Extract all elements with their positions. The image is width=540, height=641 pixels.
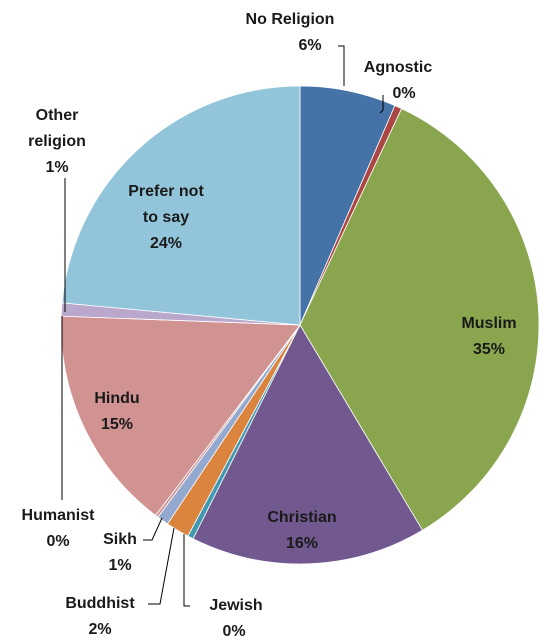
label-humanist-name: Humanist: [22, 507, 96, 524]
label-other-religion-value: 1%: [45, 159, 68, 176]
label-other-religion-name: Other: [36, 107, 79, 124]
leader-line-jewish: [183, 534, 190, 607]
slice-prefer-not-to-say: [61, 85, 301, 326]
label-sikh-name: Sikh: [103, 531, 137, 548]
label-hindu-name: Hindu: [94, 390, 139, 407]
label-buddhist-value: 2%: [88, 621, 111, 638]
slice-hindu: [60, 315, 301, 516]
label-other-religion-name: religion: [28, 133, 86, 150]
label-muslim-value: 35%: [473, 341, 505, 358]
label-prefer-not-to-say-name: to say: [143, 209, 189, 226]
leader-line-no-religion: [338, 45, 345, 86]
leader-line-buddhist: [148, 527, 175, 605]
label-muslim-name: Muslim: [461, 315, 516, 332]
label-agnostic-name: Agnostic: [364, 59, 433, 76]
label-prefer-not-to-say-name: Prefer not: [128, 183, 204, 200]
label-hindu-value: 15%: [101, 416, 133, 433]
leader-line-sikh: [143, 517, 163, 541]
label-jewish-name: Jewish: [209, 597, 262, 614]
label-sikh-value: 1%: [108, 557, 131, 574]
label-prefer-not-to-say-value: 24%: [150, 235, 182, 252]
label-christian-name: Christian: [267, 509, 336, 526]
label-christian-value: 16%: [286, 535, 318, 552]
label-humanist-value: 0%: [46, 533, 69, 550]
label-agnostic-value: 0%: [392, 85, 415, 102]
slice-christian: [192, 324, 424, 565]
pie-slices: [60, 85, 540, 565]
leader-line-agnostic: [379, 95, 384, 114]
leader-lines: [61, 45, 384, 607]
label-no-religion-value: 6%: [298, 37, 321, 54]
label-buddhist-name: Buddhist: [65, 595, 135, 612]
label-jewish-value: 0%: [222, 623, 245, 640]
label-no-religion-name: No Religion: [246, 11, 335, 28]
slice-labels: No Religion 6% Agnostic 0% Muslim 35% Christia…: [22, 11, 517, 640]
